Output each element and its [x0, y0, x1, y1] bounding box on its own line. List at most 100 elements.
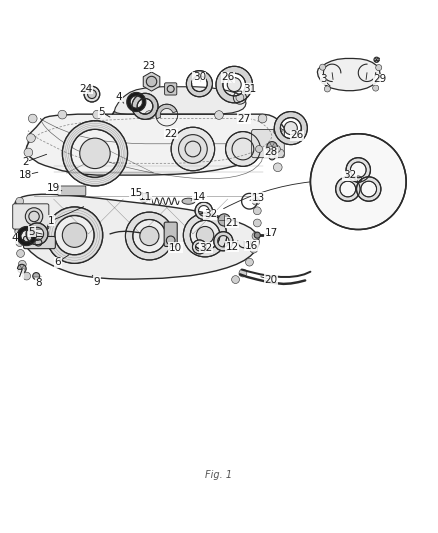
Circle shape — [258, 114, 267, 123]
Circle shape — [27, 134, 35, 142]
Text: 22: 22 — [165, 129, 178, 139]
Wedge shape — [214, 232, 233, 251]
Text: 4: 4 — [11, 233, 18, 243]
Circle shape — [269, 154, 275, 160]
FancyBboxPatch shape — [13, 204, 49, 229]
Polygon shape — [318, 59, 380, 91]
Text: 24: 24 — [80, 84, 93, 94]
Wedge shape — [192, 240, 206, 254]
Circle shape — [227, 78, 241, 92]
Wedge shape — [127, 92, 146, 111]
Text: 14: 14 — [193, 192, 206, 202]
Text: 17: 17 — [265, 228, 278, 238]
Text: 31: 31 — [243, 84, 256, 94]
Circle shape — [253, 207, 261, 215]
Text: 18: 18 — [19, 170, 32, 180]
Circle shape — [376, 64, 382, 71]
Circle shape — [140, 227, 159, 246]
Wedge shape — [26, 223, 48, 245]
Text: 27: 27 — [238, 114, 251, 124]
Text: 26: 26 — [221, 72, 234, 82]
Circle shape — [28, 114, 37, 123]
FancyBboxPatch shape — [252, 130, 284, 158]
Circle shape — [80, 138, 110, 168]
Text: 28: 28 — [265, 148, 278, 157]
Text: 13: 13 — [251, 193, 265, 203]
FancyBboxPatch shape — [165, 83, 177, 95]
Circle shape — [254, 232, 260, 238]
Text: 29: 29 — [374, 75, 387, 84]
Circle shape — [374, 57, 379, 62]
Text: 2: 2 — [22, 157, 28, 167]
Circle shape — [16, 239, 24, 246]
Circle shape — [239, 269, 247, 277]
Circle shape — [273, 163, 282, 172]
Wedge shape — [336, 177, 360, 201]
Text: 12: 12 — [226, 242, 239, 252]
Circle shape — [58, 110, 67, 119]
Wedge shape — [46, 207, 103, 263]
Circle shape — [246, 258, 253, 266]
Circle shape — [23, 272, 31, 280]
Circle shape — [252, 232, 260, 240]
Circle shape — [24, 148, 33, 157]
Text: 21: 21 — [226, 218, 239, 228]
Wedge shape — [346, 158, 371, 182]
Text: 1: 1 — [48, 216, 55, 226]
Wedge shape — [125, 212, 173, 260]
Circle shape — [62, 223, 87, 247]
Circle shape — [179, 135, 207, 163]
Circle shape — [146, 76, 157, 87]
Circle shape — [93, 110, 102, 119]
Text: 10: 10 — [169, 243, 182, 253]
Circle shape — [196, 227, 214, 244]
Circle shape — [171, 127, 215, 171]
Polygon shape — [143, 72, 160, 91]
Text: 20: 20 — [265, 274, 278, 285]
Text: 6: 6 — [55, 257, 61, 267]
Circle shape — [311, 134, 406, 230]
Text: 32: 32 — [199, 243, 212, 253]
Circle shape — [16, 197, 24, 205]
Circle shape — [276, 149, 284, 158]
Circle shape — [232, 276, 240, 284]
Text: 9: 9 — [94, 277, 100, 287]
Circle shape — [255, 146, 262, 152]
Text: 5: 5 — [98, 107, 105, 117]
Text: 19: 19 — [47, 183, 60, 193]
Circle shape — [215, 111, 223, 119]
Polygon shape — [14, 194, 259, 279]
Polygon shape — [25, 114, 284, 175]
Text: 32: 32 — [204, 209, 217, 219]
Circle shape — [320, 64, 325, 70]
Wedge shape — [156, 104, 177, 119]
Text: 7: 7 — [16, 269, 23, 279]
Circle shape — [218, 214, 230, 226]
Wedge shape — [195, 202, 212, 220]
Circle shape — [18, 264, 26, 273]
Wedge shape — [357, 177, 381, 201]
Text: 30: 30 — [193, 72, 206, 82]
Text: 4: 4 — [116, 92, 122, 102]
Circle shape — [253, 219, 261, 227]
FancyBboxPatch shape — [24, 237, 55, 249]
Circle shape — [88, 90, 96, 99]
Circle shape — [15, 228, 23, 236]
Text: 8: 8 — [35, 278, 42, 288]
Text: 26: 26 — [291, 130, 304, 140]
Circle shape — [15, 215, 23, 223]
Text: 15: 15 — [130, 188, 143, 198]
Circle shape — [226, 132, 260, 166]
Circle shape — [321, 78, 327, 84]
Text: 32: 32 — [343, 170, 356, 180]
Text: 3: 3 — [320, 75, 327, 84]
Wedge shape — [17, 227, 36, 246]
Wedge shape — [184, 213, 227, 257]
Circle shape — [33, 272, 40, 279]
Circle shape — [140, 193, 148, 202]
Text: 23: 23 — [143, 61, 156, 71]
Circle shape — [15, 207, 23, 215]
Polygon shape — [113, 87, 246, 114]
Wedge shape — [62, 120, 127, 186]
Circle shape — [373, 85, 379, 91]
